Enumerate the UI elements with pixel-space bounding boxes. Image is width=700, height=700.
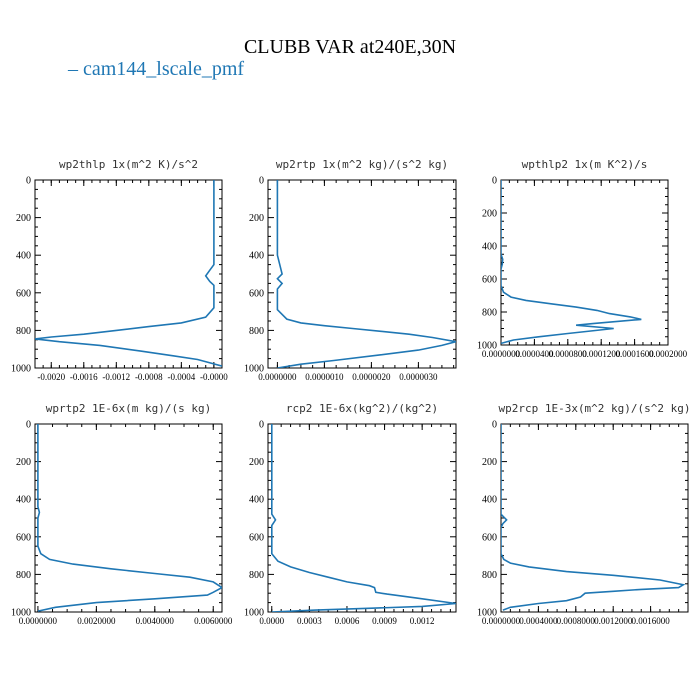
y-tick-label: 200 xyxy=(482,457,497,468)
panel-3: wpthlp2 1x(m K^2)/s020040060080010000.00… xyxy=(477,158,688,359)
x-tick-label: -0.0020 xyxy=(37,372,65,382)
x-tick-label: 0.0000020 xyxy=(352,372,391,382)
panel-title: wp2rcp 1E-3x(m^2 kg)/(s^2 kg) xyxy=(498,402,690,415)
y-tick-label: 600 xyxy=(16,288,31,299)
y-tick-label: 600 xyxy=(16,532,31,543)
panel-1: wp2thlp 1x(m^2 K)/s^2 0 200 400 600 800 1000 -0… xyxy=(11,158,228,382)
x-tick-label: 0.0012000 xyxy=(594,616,633,626)
x-tick-label: -0.0008 xyxy=(135,372,163,382)
panel-title: wpthlp2 1x(m K^2)/s xyxy=(522,158,648,171)
plot-frame xyxy=(34,423,223,613)
x-tick-label: 0.0001200 xyxy=(582,349,621,359)
panel-title: wp2rtp 1x(m^2 kg)/(s^2 kg) xyxy=(276,158,448,171)
x-tick-label: 0.0012 xyxy=(410,616,435,626)
y-tick-label: 400 xyxy=(16,251,31,262)
y-tick-label: 400 xyxy=(249,251,264,262)
legend-entry: – cam144_lscale_pmf xyxy=(68,58,245,80)
panel-title: wprtp2 1E-6x(m kg)/(s kg) xyxy=(46,402,212,415)
y-tick-label: 0 xyxy=(26,420,31,431)
series-line xyxy=(37,424,222,612)
plot-frame xyxy=(267,179,457,369)
x-tick-label: -0.0012 xyxy=(102,372,130,382)
panel-title: wp2thlp 1x(m^2 K)/s^2 xyxy=(59,158,198,171)
x-tick-label: 0.0000 xyxy=(259,616,284,626)
x-tick-label: 0.0001600 xyxy=(615,349,654,359)
x-tick-label: 0.0040000 xyxy=(136,616,175,626)
panel-title: rcp2 1E-6x(kg^2)/(kg^2) xyxy=(286,402,438,415)
y-tick-label: 800 xyxy=(249,570,264,581)
x-tick-label: 0.0016000 xyxy=(631,616,670,626)
y-tick-label: 800 xyxy=(16,326,31,337)
panel-6: wp2rcp 1E-3x(m^2 kg)/(s^2 kg)0 200 400 600 8… xyxy=(477,402,691,626)
plot-frame xyxy=(500,179,669,346)
y-tick-label: 200 xyxy=(249,457,264,468)
y-tick-label: 0 xyxy=(492,176,497,187)
y-tick-label: 0 xyxy=(492,420,497,431)
plot-frame xyxy=(34,179,223,369)
y-tick-label: 200 xyxy=(482,209,497,220)
y-tick-label: 1000 xyxy=(244,364,264,375)
x-tick-label: 0.0003 xyxy=(297,616,322,626)
y-tick-label: 200 xyxy=(16,457,31,468)
y-tick-label: 600 xyxy=(482,532,497,543)
y-tick-label: 0 xyxy=(26,176,31,187)
x-tick-label: 0.0020000 xyxy=(77,616,116,626)
x-tick-label: 0.0000000 xyxy=(258,372,297,382)
figure-title: CLUBB VAR at240E,30N xyxy=(243,36,457,58)
series-line xyxy=(270,424,456,612)
series-line xyxy=(501,180,642,345)
y-tick-label: 400 xyxy=(482,242,497,253)
x-tick-label: 0.0000000 xyxy=(482,349,521,359)
y-tick-label: 600 xyxy=(249,288,264,299)
x-tick-label: 0.0002000 xyxy=(649,349,688,359)
x-tick-label: -0.0016 xyxy=(70,372,98,382)
x-tick-label: 0.0000030 xyxy=(399,372,438,382)
x-tick-label: -0.0000 xyxy=(200,372,228,382)
y-tick-label: 0 xyxy=(259,420,264,431)
y-tick-label: 400 xyxy=(16,495,31,506)
y-tick-label: 800 xyxy=(482,570,497,581)
x-tick-label: 0.0004000 xyxy=(519,616,558,626)
x-tick-label: 0.0006 xyxy=(335,616,360,626)
panel-2: wp2rtp 1x(m^2 kg)/(s^2 kg) 0 200 400 600 800 1… xyxy=(244,158,457,382)
x-tick-label: 0.0000000 xyxy=(482,616,521,626)
y-tick-label: 0 xyxy=(259,176,264,187)
y-tick-label: 200 xyxy=(16,213,31,224)
x-tick-label: 0.0000000 xyxy=(19,616,58,626)
x-tick-label: 0.0000010 xyxy=(305,372,344,382)
x-tick-label: 0.0000800 xyxy=(549,349,588,359)
y-tick-label: 800 xyxy=(482,308,497,319)
x-tick-label: 0.0060000 xyxy=(194,616,233,626)
x-tick-label: -0.0004 xyxy=(167,372,195,382)
plot-frame xyxy=(500,423,689,613)
x-tick-label: 0.0000400 xyxy=(515,349,554,359)
y-tick-label: 200 xyxy=(249,213,264,224)
y-tick-label: 400 xyxy=(482,495,497,506)
series-line xyxy=(501,424,686,611)
y-tick-label: 800 xyxy=(249,326,264,337)
y-tick-label: 400 xyxy=(249,495,264,506)
y-tick-label: 1000 xyxy=(11,364,31,375)
y-tick-label: 600 xyxy=(249,532,264,543)
panel-5: rcp2 1E-6x(kg^2)/(kg^2) 0 200 400 600 800 1000… xyxy=(244,402,457,626)
x-tick-label: 0.0008000 xyxy=(557,616,596,626)
y-tick-label: 600 xyxy=(482,275,497,286)
y-tick-label: 1000 xyxy=(244,608,264,619)
panel-4: wprtp2 1E-6x(m kg)/(s kg) 0 200 400 600 800 10… xyxy=(11,402,233,626)
x-tick-label: 0.0009 xyxy=(372,616,397,626)
y-tick-label: 1000 xyxy=(11,608,31,619)
y-tick-label: 1000 xyxy=(477,341,497,352)
series-line xyxy=(35,180,222,367)
y-tick-label: 1000 xyxy=(477,608,497,619)
y-tick-label: 800 xyxy=(16,570,31,581)
series-line xyxy=(276,180,456,368)
